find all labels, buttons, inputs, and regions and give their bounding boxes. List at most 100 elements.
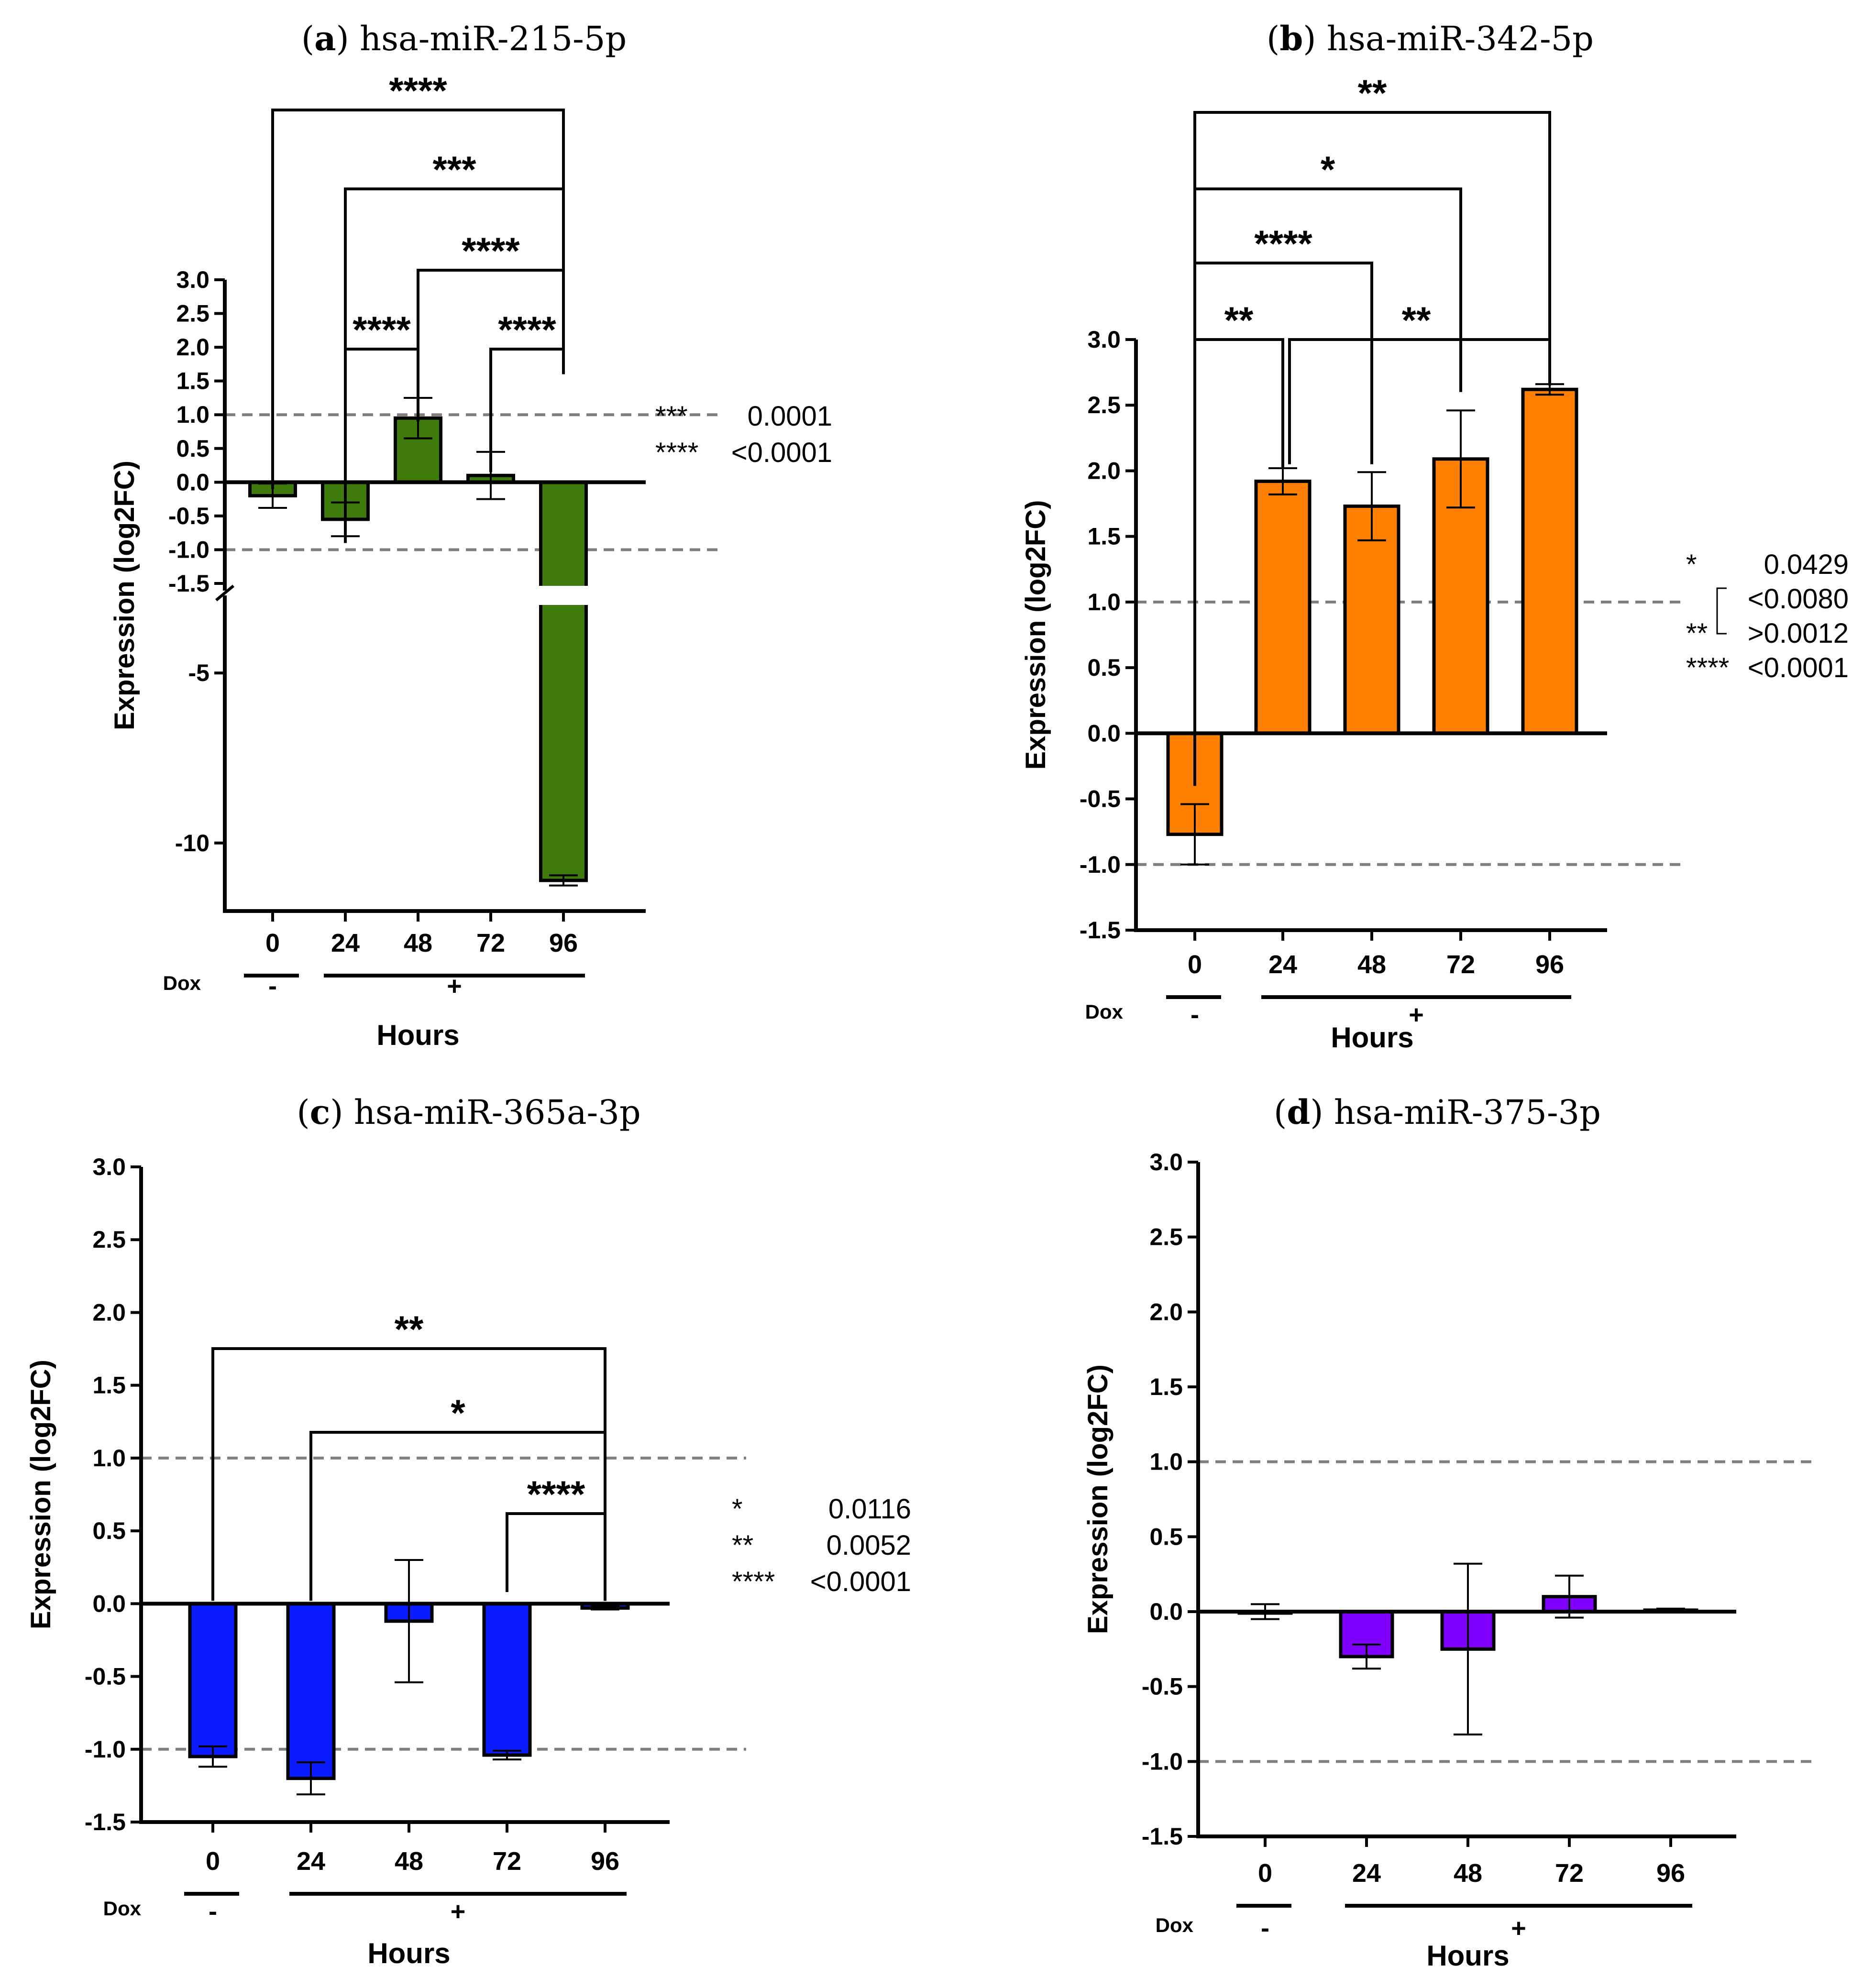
y-tick-label: 0.5 <box>176 435 209 462</box>
y-tick-label: -10 <box>175 830 209 857</box>
y-tick-label: 2.5 <box>92 1226 126 1253</box>
x-tick-label: 48 <box>395 1847 423 1876</box>
dox-plus-sign: + <box>1511 1914 1526 1943</box>
chart-title: (b) hsa-miR-342-5p <box>1267 19 1594 58</box>
x-tick-label: 48 <box>1357 950 1386 979</box>
legend-value: 0.0052 <box>827 1530 911 1561</box>
significance-stars: * <box>1321 148 1335 190</box>
title-paren-close: ) <box>336 19 360 58</box>
y-tick-label: 2.0 <box>176 334 209 361</box>
y-tick-label: 3.0 <box>92 1153 126 1180</box>
y-tick-label: 2.5 <box>1087 392 1121 418</box>
x-tick-label: 24 <box>1268 950 1297 979</box>
title-text: hsa-miR-342-5p <box>1327 19 1594 58</box>
bar <box>1521 387 1578 735</box>
y-tick-label: 1.0 <box>1087 589 1121 615</box>
bar <box>1254 479 1312 735</box>
significance-stars: *** <box>432 148 476 190</box>
significance-bracket <box>271 109 565 489</box>
x-tick-label: 96 <box>549 929 578 957</box>
dox-label: Dox <box>103 1897 142 1920</box>
title-paren-open: ( <box>297 1093 309 1132</box>
y-tick-label: 0.5 <box>1087 654 1121 681</box>
significance-bracket <box>344 187 565 543</box>
dox-minus-sign: - <box>1191 1000 1199 1029</box>
y-tick-label: -1.0 <box>168 536 209 563</box>
y-tick-label: 1.5 <box>92 1372 126 1399</box>
chart-panel-b: (b) hsa-miR-342-5p 3.0 2.5 2.0 1.5 1.0 0.5 0.0 -… <box>1020 19 1849 1054</box>
legend-bracket <box>1716 587 1727 635</box>
bar <box>482 1602 532 1757</box>
legend-value: 0.0429 <box>1764 549 1849 580</box>
significance-stars: **** <box>1254 222 1312 264</box>
title-text: hsa-miR-365a-3p <box>354 1093 641 1132</box>
x-tick-label: 24 <box>297 1847 325 1876</box>
legend-stars: *** <box>655 401 688 432</box>
significance-stars: ** <box>1224 299 1254 341</box>
y-tick-label: -0.5 <box>1080 786 1121 813</box>
x-tick-label: 72 <box>493 1847 521 1876</box>
x-axis-label: Hours <box>367 1937 450 1969</box>
x-tick-label: 24 <box>331 929 360 957</box>
title-paren-close: ) <box>1303 19 1327 58</box>
axis-break-gap <box>537 586 590 605</box>
title-letter: d <box>1287 1092 1310 1132</box>
significance-stars: ** <box>1402 299 1431 341</box>
y-tick-label: 0.0 <box>1149 1598 1183 1625</box>
y-tick-label: -0.5 <box>168 503 209 529</box>
chart-panel-a: (a) hsa-miR-215-5p 3.0 2.5 2.0 1.5 1.0 0.5 0.0 -… <box>109 19 832 1051</box>
legend-stars: ** <box>732 1530 753 1561</box>
title-text: hsa-miR-375-3p <box>1334 1093 1601 1132</box>
bar <box>188 1602 238 1758</box>
title-paren-open: ( <box>1267 19 1279 58</box>
x-tick-label: 48 <box>1454 1859 1482 1888</box>
dox-plus-sign: + <box>1409 1000 1424 1029</box>
chart-panel-d: (d) hsa-miR-375-3p 3.0 2.5 2.0 1.5 1.0 0.5 0.0 -… <box>1082 1092 1813 1972</box>
y-tick-label: -1.0 <box>85 1736 126 1763</box>
title-paren-open: ( <box>1274 1093 1287 1132</box>
significance-stars: ** <box>395 1308 424 1350</box>
y-tick-label: 2.5 <box>176 300 209 327</box>
dox-plus-sign: + <box>447 972 462 1000</box>
x-tick-label: 0 <box>265 929 280 957</box>
y-tick-label: 0.5 <box>92 1517 126 1544</box>
dox-minus-sign: - <box>268 972 277 1000</box>
y-tick-label: -0.5 <box>1142 1673 1183 1700</box>
title-paren-open: ( <box>301 19 314 58</box>
y-axis-label: Expression (log2FC) <box>1082 1364 1113 1634</box>
significance-bracket <box>211 1347 606 1601</box>
y-tick-label: 1.5 <box>1087 523 1121 550</box>
y-tick-label: 1.0 <box>176 401 209 428</box>
legend-value: <0.0001 <box>731 437 832 468</box>
legend-value: <0.0001 <box>810 1566 911 1597</box>
title-letter: c <box>310 1092 331 1132</box>
legend-stars: * <box>732 1494 743 1525</box>
y-tick-label: -1.5 <box>1142 1823 1183 1850</box>
chart-title: (a) hsa-miR-215-5p <box>301 19 627 58</box>
legend-value: 0.0001 <box>748 401 832 432</box>
significance-stars: **** <box>389 69 447 111</box>
axis-break-mark <box>215 584 234 602</box>
title-letter: a <box>314 19 336 58</box>
y-tick-label: 2.0 <box>1149 1298 1183 1325</box>
x-axis-label: Hours <box>1426 1940 1509 1972</box>
y-tick-label: 1.0 <box>92 1445 126 1472</box>
legend-stars: **** <box>655 437 698 468</box>
significance-bracket <box>1193 111 1551 786</box>
x-tick-label: 96 <box>1535 950 1564 979</box>
bar <box>539 480 588 882</box>
chart-title: (d) hsa-miR-375-3p <box>1274 1092 1601 1132</box>
y-tick-label: 3.0 <box>1149 1149 1183 1175</box>
legend-stars: * <box>1686 549 1697 580</box>
dox-minus-sign: - <box>209 1897 217 1926</box>
legend-value: 0.0116 <box>828 1494 911 1525</box>
legend-value: <0.0080 <box>1748 583 1849 615</box>
x-axis-label: Hours <box>376 1019 459 1051</box>
y-axis-label: Expression (log2FC) <box>1020 500 1051 770</box>
legend-stars: **** <box>1686 652 1729 683</box>
significance-bracket <box>506 1512 606 1601</box>
y-tick-label: 1.5 <box>176 368 209 395</box>
y-tick-label: 2.0 <box>92 1299 126 1326</box>
legend-value: <0.0001 <box>1748 652 1849 683</box>
